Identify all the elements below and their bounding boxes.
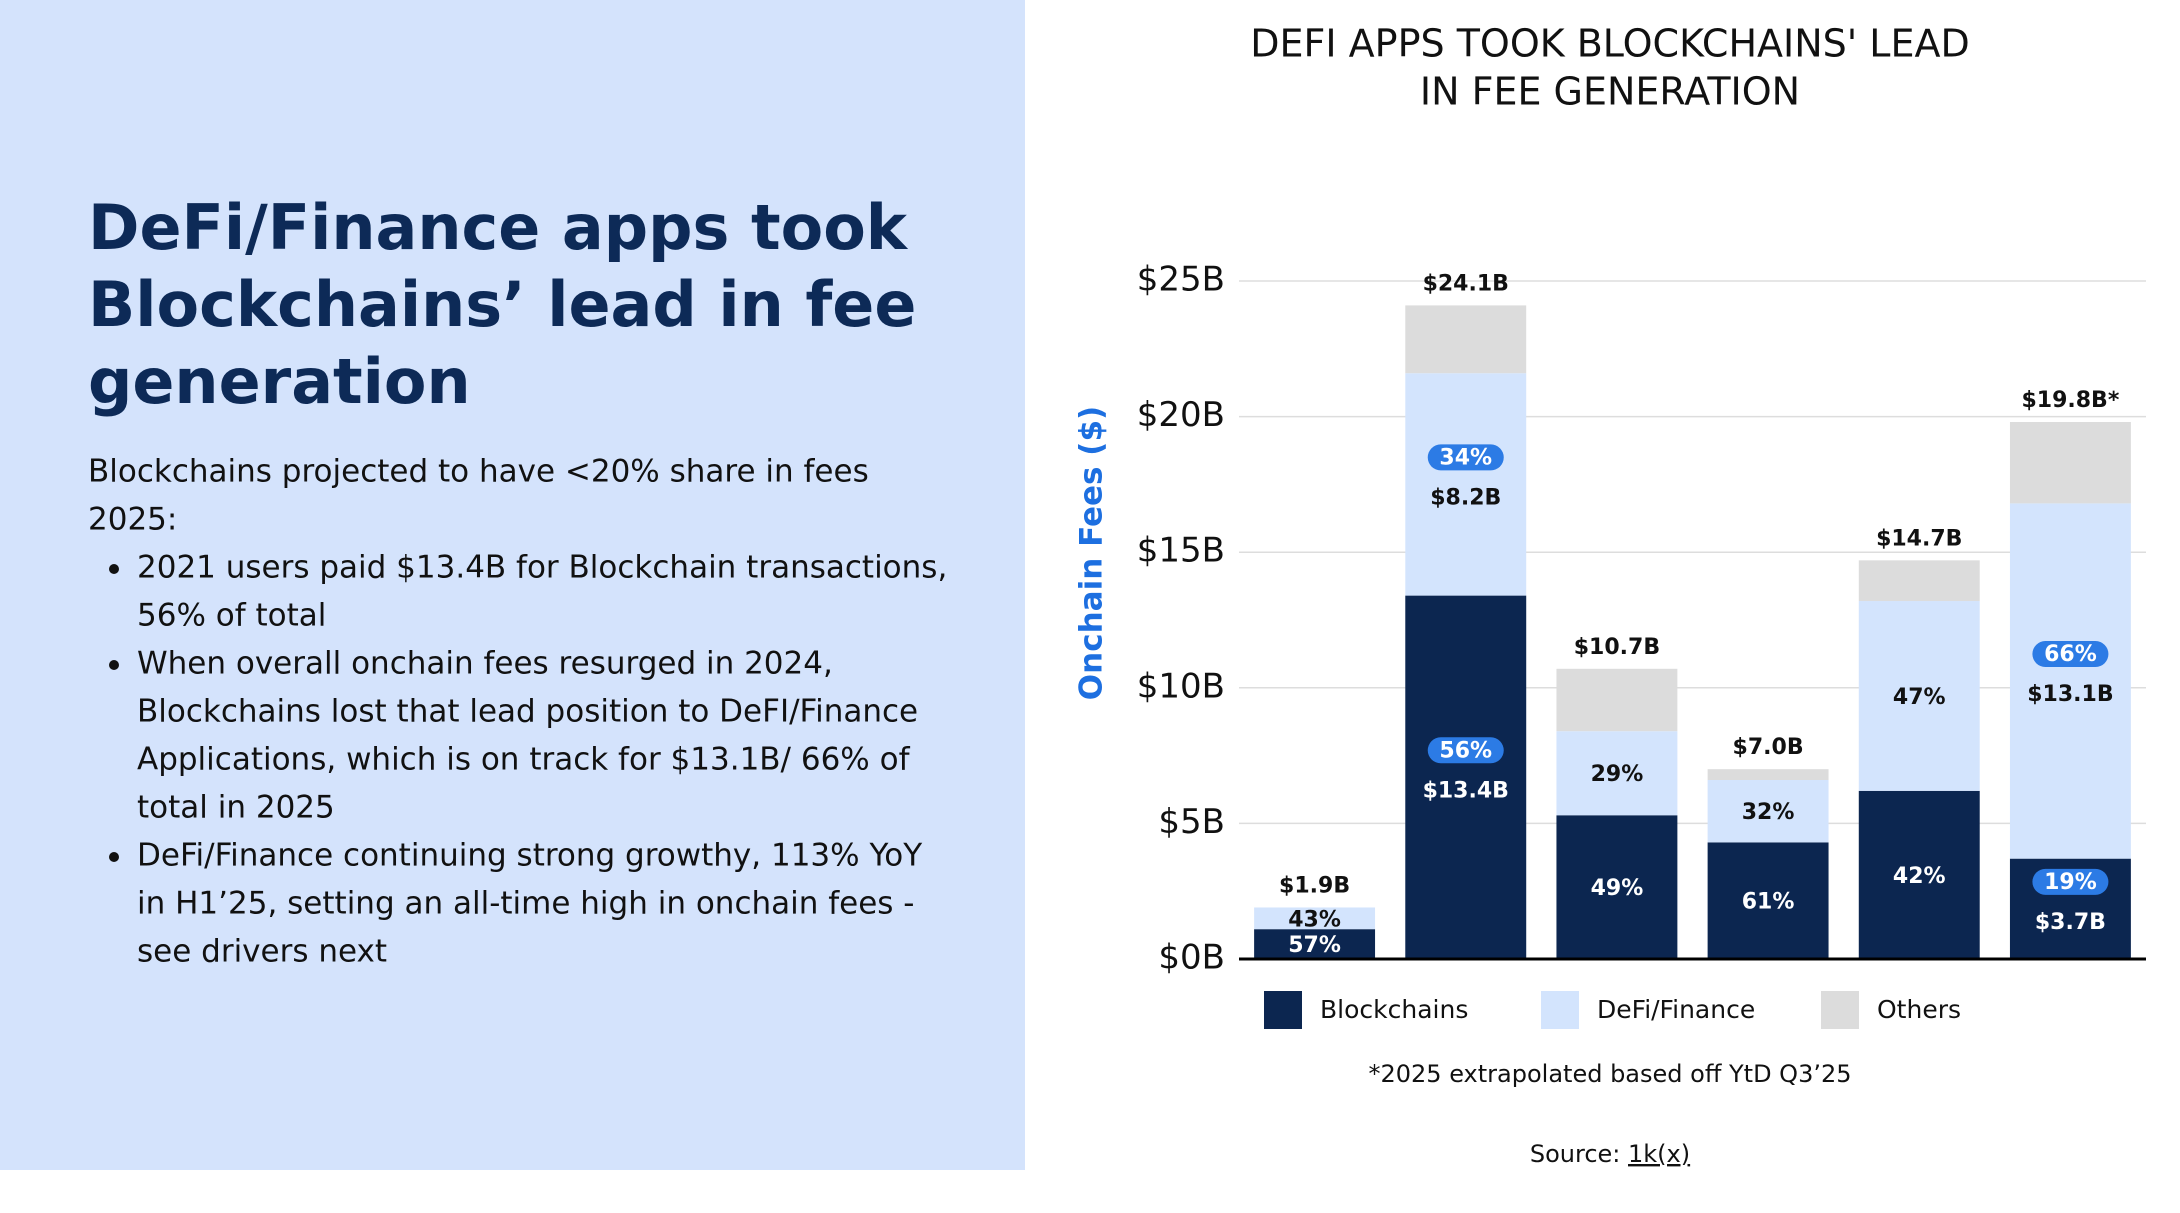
bar-segment xyxy=(1707,842,1829,959)
share-pill xyxy=(1427,737,1504,764)
bullet-text: 2021 users paid $13.4B for Blockchain tr… xyxy=(137,550,947,586)
source-label: Source: xyxy=(1530,1140,1621,1168)
bar-segment xyxy=(1405,305,1527,374)
bullet-text: total in 2025 xyxy=(137,790,335,826)
chart-title: DEFI APPS TOOK BLOCKCHAINS' LEAD xyxy=(1250,22,1969,66)
heading: generation xyxy=(88,345,471,418)
share-label: 32% xyxy=(1742,800,1795,825)
share-label: 56% xyxy=(1439,738,1492,763)
heading: DeFi/Finance apps took xyxy=(88,191,909,264)
share-label: 34% xyxy=(1439,445,1492,470)
share-pill xyxy=(2032,868,2109,895)
share-label: 47% xyxy=(1893,685,1946,710)
total-label: $10.7B xyxy=(1574,635,1660,660)
value-label: $8.2B xyxy=(1430,485,1501,510)
legend-swatch xyxy=(1821,991,1859,1029)
y-axis-label: Onchain Fees ($) xyxy=(1074,406,1110,700)
legend-label: DeFi/Finance xyxy=(1597,995,1755,1024)
heading: Blockchains’ lead in fee xyxy=(88,268,916,341)
share-label: 29% xyxy=(1591,762,1644,787)
bar-segment xyxy=(2009,422,2131,504)
bar-segment xyxy=(1707,769,1829,781)
share-label: 61% xyxy=(1742,890,1795,915)
share-pill xyxy=(2032,641,2109,668)
bar-segment xyxy=(1556,815,1678,959)
bullet-text: Blockchains lost that lead position to D… xyxy=(137,694,918,730)
bar-segment xyxy=(2009,503,2131,859)
total-label: $19.8B* xyxy=(2021,388,2119,413)
bar-segment xyxy=(1405,373,1527,596)
left-panel xyxy=(0,0,1025,1170)
total-label: $24.1B xyxy=(1423,271,1509,296)
legend-swatch xyxy=(1541,991,1579,1029)
source-link[interactable]: 1k(x) xyxy=(1628,1140,1690,1168)
share-label: 43% xyxy=(1288,907,1341,932)
bullet-text: When overall onchain fees resurged in 20… xyxy=(137,646,833,682)
bar-segment xyxy=(1405,595,1527,959)
bar-segment xyxy=(1556,731,1678,816)
y-tick-label: $5B xyxy=(1158,802,1225,842)
share-label: 42% xyxy=(1893,864,1946,889)
value-label: $13.4B xyxy=(1423,778,1509,803)
bar-segment xyxy=(1858,790,1980,959)
bar-segment xyxy=(1707,780,1829,843)
bar-segment xyxy=(1556,668,1678,732)
y-tick-label: $20B xyxy=(1137,395,1225,435)
bar-segment xyxy=(1254,907,1376,930)
y-tick-label: $25B xyxy=(1137,260,1225,300)
total-label: $7.0B xyxy=(1733,735,1804,760)
bullet-text: 56% of total xyxy=(137,598,326,634)
intro: Blockchains projected to have <20% share… xyxy=(88,454,869,490)
bar-segment xyxy=(1254,929,1376,959)
footnote: *2025 extrapolated based off YtD Q3’25 xyxy=(1369,1060,1852,1088)
bar-segment xyxy=(1858,560,1980,602)
bullet-dot xyxy=(109,660,119,670)
bullet-text: in H1’25, setting an all-time high in on… xyxy=(137,886,915,922)
share-label: 19% xyxy=(2044,870,2097,895)
chart-title: IN FEE GENERATION xyxy=(1420,70,1800,114)
bullet-dot xyxy=(109,852,119,862)
share-label: 66% xyxy=(2044,642,2097,667)
bullet-text: DeFi/Finance continuing strong growthy, … xyxy=(137,838,922,874)
share-label: 49% xyxy=(1591,876,1644,901)
legend-swatch xyxy=(1264,991,1302,1029)
share-label: 57% xyxy=(1288,933,1341,958)
intro: 2025: xyxy=(88,502,177,538)
share-pill xyxy=(1427,444,1504,471)
bar-segment xyxy=(1858,601,1980,791)
bullet-dot xyxy=(109,564,119,574)
source: Source: 1k(x) xyxy=(1530,1140,1690,1168)
value-label: $13.1B xyxy=(2027,682,2113,707)
total-label: $14.7B xyxy=(1876,526,1962,551)
bullet-text: Applications, which is on track for $13.… xyxy=(137,742,911,778)
legend-label: Blockchains xyxy=(1320,995,1468,1024)
y-tick-label: $10B xyxy=(1137,666,1225,706)
legend-label: Others xyxy=(1877,995,1961,1024)
y-tick-label: $15B xyxy=(1137,531,1225,571)
value-label: $3.7B xyxy=(2035,910,2106,935)
total-label: $1.9B xyxy=(1279,873,1350,898)
bullet-text: see drivers next xyxy=(137,934,387,970)
y-tick-label: $0B xyxy=(1158,938,1225,978)
